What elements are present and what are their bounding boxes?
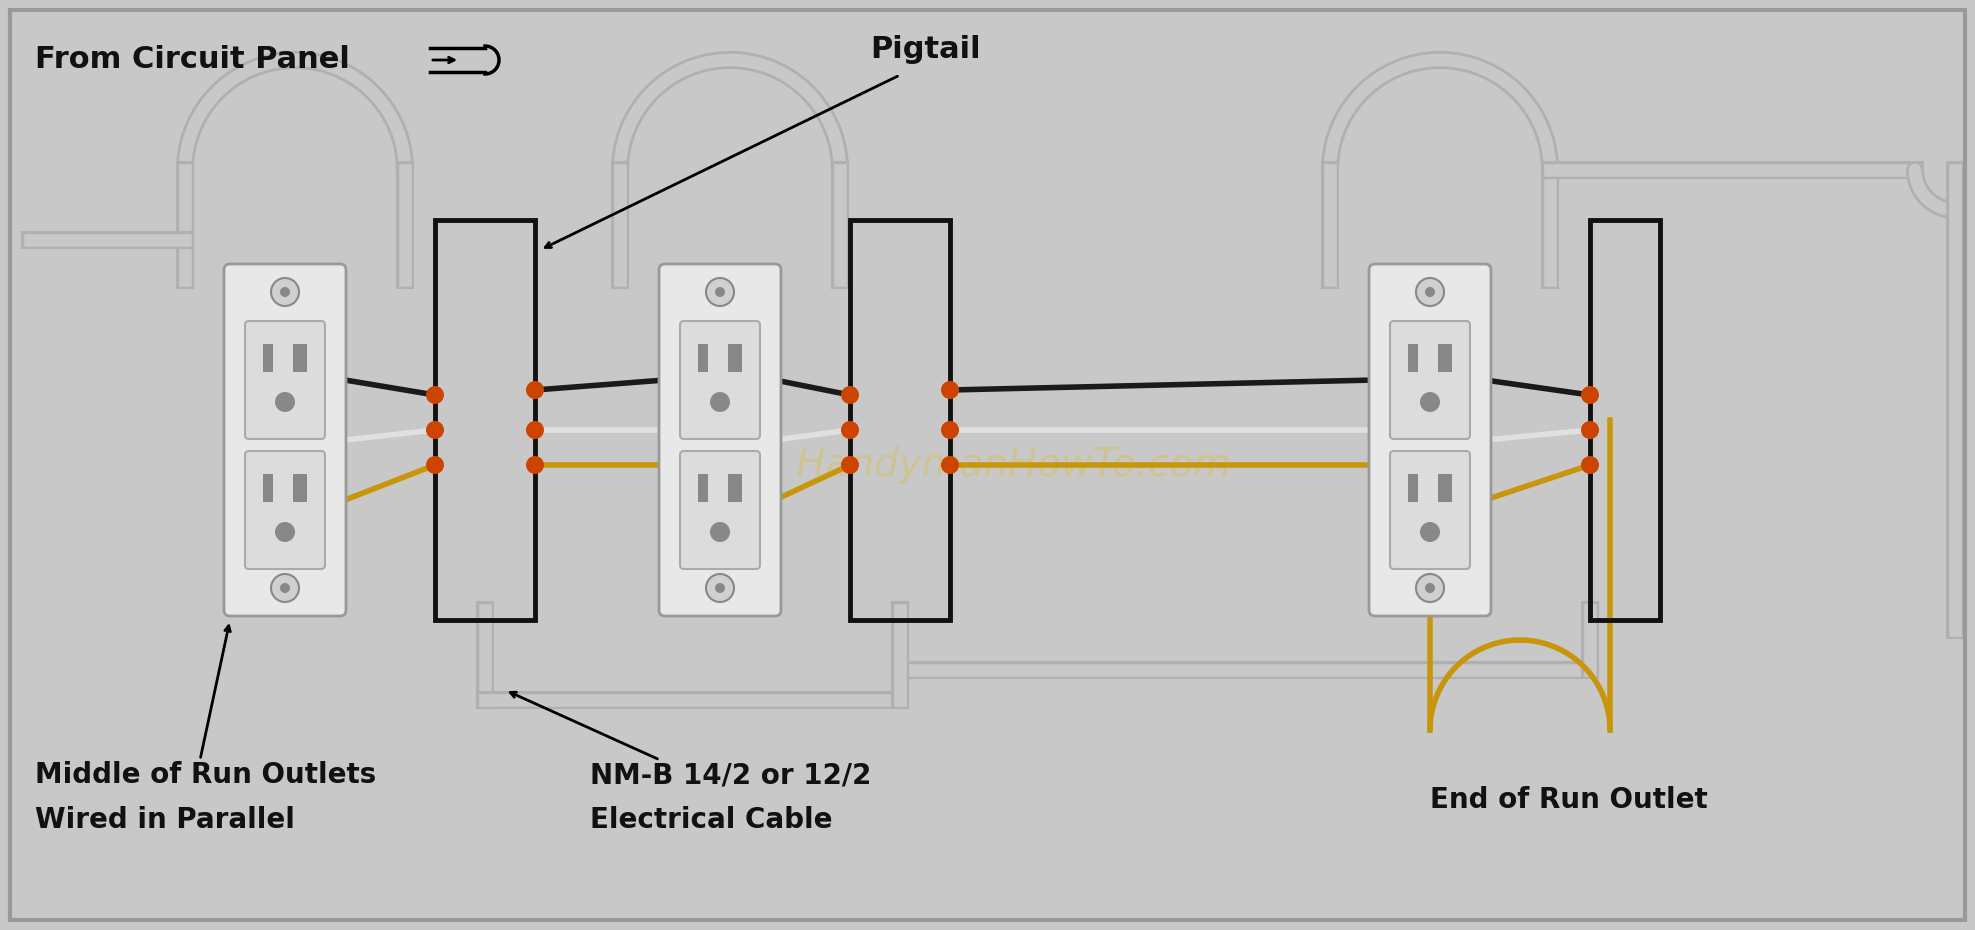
- Circle shape: [841, 456, 859, 474]
- Circle shape: [280, 583, 290, 593]
- Bar: [1438, 344, 1452, 372]
- FancyBboxPatch shape: [679, 451, 760, 569]
- Text: Wired in Parallel: Wired in Parallel: [36, 806, 294, 834]
- Bar: [292, 344, 306, 372]
- Circle shape: [709, 522, 731, 542]
- Bar: [1408, 344, 1418, 372]
- Text: NM-B 14/2 or 12/2: NM-B 14/2 or 12/2: [591, 761, 871, 789]
- Bar: [292, 474, 306, 502]
- Circle shape: [705, 278, 735, 306]
- Bar: [697, 474, 707, 502]
- Circle shape: [427, 421, 444, 439]
- FancyBboxPatch shape: [679, 321, 760, 439]
- Circle shape: [1582, 386, 1600, 404]
- Circle shape: [271, 278, 298, 306]
- Circle shape: [709, 392, 731, 412]
- Circle shape: [715, 287, 725, 297]
- Bar: [263, 344, 273, 372]
- Text: End of Run Outlet: End of Run Outlet: [1430, 786, 1708, 814]
- Circle shape: [940, 456, 960, 474]
- Circle shape: [841, 386, 859, 404]
- FancyBboxPatch shape: [1390, 321, 1469, 439]
- FancyBboxPatch shape: [245, 451, 326, 569]
- Circle shape: [1582, 456, 1600, 474]
- FancyBboxPatch shape: [1369, 264, 1491, 616]
- Circle shape: [525, 421, 543, 439]
- Circle shape: [1426, 287, 1436, 297]
- Text: From Circuit Panel: From Circuit Panel: [36, 46, 350, 74]
- Circle shape: [841, 421, 859, 439]
- Circle shape: [275, 392, 294, 412]
- Text: © HandymanHowTo.com: © HandymanHowTo.com: [745, 446, 1230, 484]
- Bar: [1438, 474, 1452, 502]
- Bar: [849, 220, 950, 620]
- Text: Pigtail: Pigtail: [871, 35, 982, 64]
- Circle shape: [715, 583, 725, 593]
- Circle shape: [1416, 278, 1444, 306]
- Circle shape: [525, 456, 543, 474]
- Circle shape: [1582, 421, 1600, 439]
- Circle shape: [275, 522, 294, 542]
- Circle shape: [705, 574, 735, 602]
- Circle shape: [940, 421, 960, 439]
- FancyBboxPatch shape: [245, 321, 326, 439]
- Circle shape: [1420, 522, 1440, 542]
- Circle shape: [280, 287, 290, 297]
- FancyBboxPatch shape: [1390, 451, 1469, 569]
- Bar: [697, 344, 707, 372]
- Bar: [263, 474, 273, 502]
- Circle shape: [1426, 583, 1436, 593]
- Circle shape: [427, 386, 444, 404]
- FancyBboxPatch shape: [223, 264, 346, 616]
- Bar: [729, 474, 743, 502]
- Bar: [434, 220, 535, 620]
- Bar: [1408, 474, 1418, 502]
- Circle shape: [940, 381, 960, 399]
- Text: Electrical Cable: Electrical Cable: [591, 806, 833, 834]
- Circle shape: [1420, 392, 1440, 412]
- FancyBboxPatch shape: [660, 264, 780, 616]
- Circle shape: [427, 456, 444, 474]
- Bar: [729, 344, 743, 372]
- Circle shape: [1416, 574, 1444, 602]
- Circle shape: [271, 574, 298, 602]
- Circle shape: [525, 381, 543, 399]
- Bar: [1590, 220, 1661, 620]
- Text: Middle of Run Outlets: Middle of Run Outlets: [36, 761, 377, 789]
